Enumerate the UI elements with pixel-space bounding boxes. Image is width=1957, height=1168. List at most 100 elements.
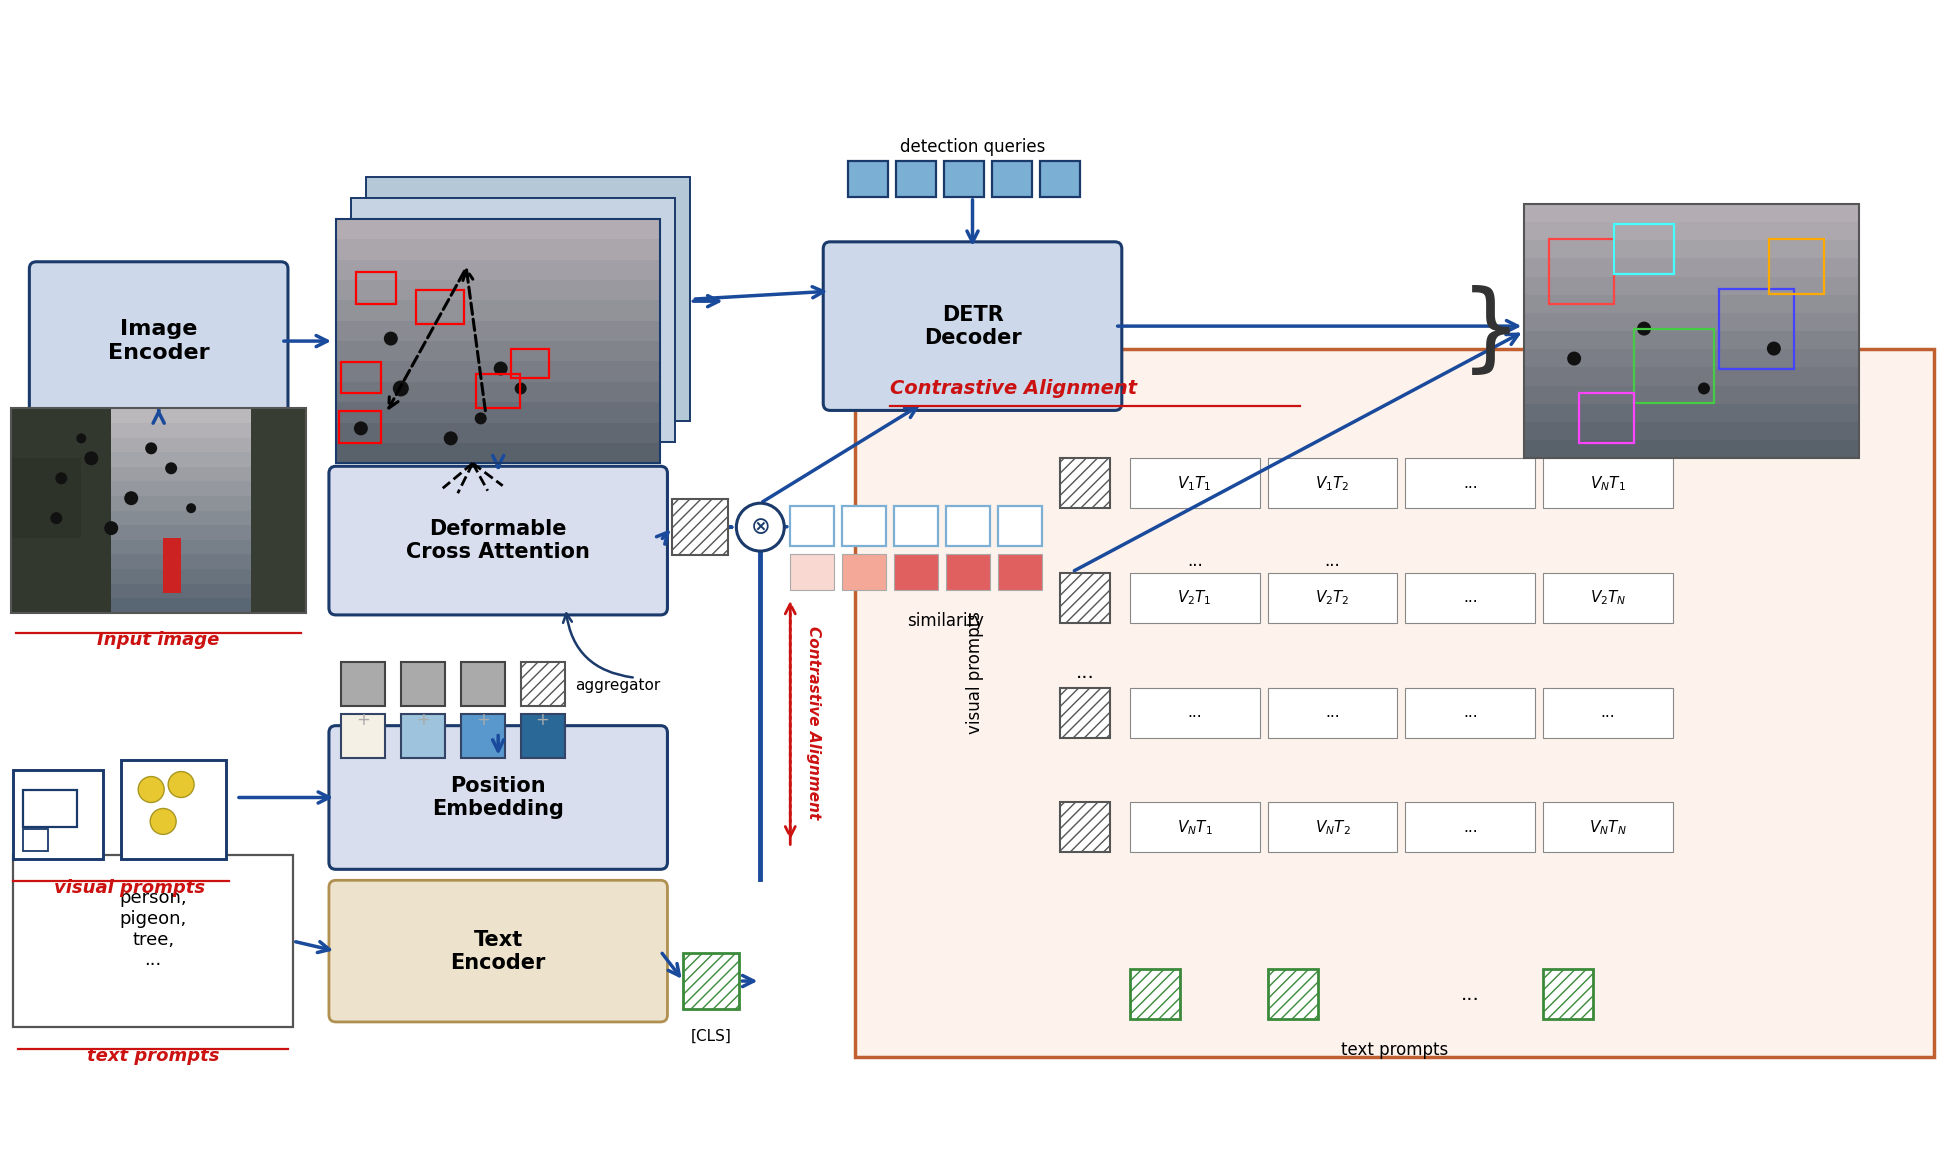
Text: +: + (536, 710, 550, 729)
Text: ...: ... (1186, 551, 1202, 570)
Bar (1129, 688, 1258, 738)
Bar (1059, 802, 1110, 853)
Bar (894, 506, 937, 547)
Bar (943, 161, 984, 197)
Bar (1129, 802, 1258, 853)
Text: $V_NT_N$: $V_NT_N$ (1589, 818, 1626, 836)
Circle shape (168, 772, 194, 798)
Bar (1718, 288, 1793, 369)
Text: $V_2T_1$: $V_2T_1$ (1176, 589, 1211, 607)
Circle shape (1697, 382, 1708, 395)
Bar (1542, 688, 1671, 738)
Bar (401, 662, 444, 705)
Bar (12, 509, 305, 526)
Bar (1548, 238, 1613, 304)
Text: ...: ... (1601, 705, 1615, 721)
Bar (12, 524, 305, 540)
Circle shape (51, 513, 63, 524)
Bar (12, 409, 112, 613)
Bar (1405, 458, 1534, 508)
Bar (1634, 328, 1712, 403)
Bar (12, 437, 305, 452)
Bar (337, 279, 660, 300)
Bar (12, 538, 305, 555)
Circle shape (1765, 341, 1781, 355)
Bar (1266, 802, 1397, 853)
Bar (1266, 688, 1397, 738)
Bar (894, 554, 937, 590)
Bar (1542, 573, 1671, 623)
Bar (12, 554, 305, 569)
Bar (1542, 969, 1593, 1018)
Bar (460, 662, 505, 705)
Bar (460, 714, 505, 758)
Bar (896, 161, 935, 197)
Bar (337, 218, 660, 464)
Circle shape (76, 433, 86, 444)
Bar (1613, 224, 1673, 273)
Text: $V_2T_N$: $V_2T_N$ (1589, 589, 1626, 607)
Circle shape (55, 472, 67, 485)
Circle shape (104, 521, 117, 535)
Bar (1059, 573, 1110, 623)
Text: ...: ... (1462, 591, 1478, 605)
Bar (12, 408, 305, 423)
Text: $V_2T_2$: $V_2T_2$ (1315, 589, 1348, 607)
Bar (1767, 238, 1822, 293)
Text: +: + (356, 710, 370, 729)
Text: ...: ... (1462, 475, 1478, 491)
Bar (12, 597, 305, 613)
Text: ...: ... (1462, 820, 1478, 835)
Bar (1059, 688, 1110, 738)
Bar (337, 340, 660, 361)
Text: ...: ... (1074, 662, 1094, 682)
Bar (339, 411, 382, 444)
FancyBboxPatch shape (329, 725, 667, 869)
Bar (1523, 276, 1857, 294)
Bar (12, 458, 82, 538)
Bar (511, 348, 548, 378)
Text: }: } (1460, 285, 1521, 377)
Bar (476, 375, 519, 409)
Text: similarity: similarity (906, 612, 982, 630)
Text: [CLS]: [CLS] (691, 1029, 732, 1044)
Text: ...: ... (1460, 985, 1479, 1003)
Bar (12, 466, 305, 481)
Bar (1523, 221, 1857, 241)
Bar (337, 422, 660, 443)
Bar (791, 506, 834, 547)
Bar (1542, 802, 1671, 853)
Bar (945, 554, 990, 590)
Text: ...: ... (1186, 705, 1202, 721)
Bar (1523, 403, 1857, 422)
Circle shape (354, 422, 368, 436)
Text: person,
pigeon,
tree,
...: person, pigeon, tree, ... (119, 889, 186, 969)
Bar (855, 348, 1934, 1057)
Bar (1523, 257, 1857, 277)
Bar (401, 714, 444, 758)
Text: detection queries: detection queries (900, 138, 1045, 157)
Bar (1129, 969, 1180, 1018)
Bar (521, 662, 564, 705)
Bar (1405, 573, 1534, 623)
Bar (1523, 439, 1857, 458)
Bar (14, 855, 294, 1027)
Bar (1266, 458, 1397, 508)
Text: ...: ... (1325, 705, 1339, 721)
Bar (1059, 458, 1110, 508)
Bar (1523, 384, 1857, 404)
Bar (341, 662, 386, 705)
Circle shape (186, 503, 196, 513)
Text: $\otimes$: $\otimes$ (750, 515, 769, 540)
Bar (337, 442, 660, 464)
Text: aggregator: aggregator (575, 679, 660, 694)
Bar (1523, 331, 1857, 349)
Bar (1405, 802, 1534, 853)
Bar (337, 258, 660, 280)
Circle shape (84, 451, 98, 465)
Text: +: + (476, 710, 489, 729)
Bar (337, 218, 660, 464)
Bar (23, 790, 76, 827)
Bar (671, 499, 728, 555)
Text: Contrastive Alignment: Contrastive Alignment (890, 378, 1137, 398)
